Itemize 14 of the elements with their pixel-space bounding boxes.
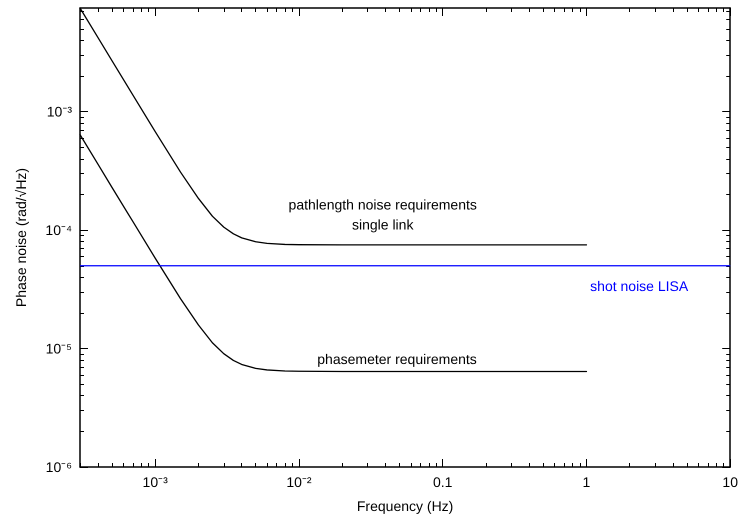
x-tick-label: 10⁻³: [142, 474, 168, 490]
x-axis-title: Frequency (Hz): [356, 498, 454, 514]
x-tick-label: 10: [722, 474, 738, 490]
x-tick-label: 0.1: [432, 474, 453, 490]
y-axis-title: Phase noise (rad/√Hz): [13, 168, 29, 308]
y-tick-label: 10⁻⁵: [46, 340, 72, 357]
x-tick-label: 10⁻²: [286, 474, 312, 490]
annotation: pathlength noise requirements single link: [288, 196, 477, 233]
ref-line-label: shot noise LISA: [590, 278, 689, 294]
y-tick-label: 10⁻³: [46, 104, 72, 120]
x-tick-label: 1: [582, 474, 591, 490]
y-tick-label: 10⁻⁴: [45, 222, 72, 238]
annotation: phasemeter requirements: [317, 351, 477, 368]
y-tick-label: 10⁻⁶: [46, 459, 72, 475]
